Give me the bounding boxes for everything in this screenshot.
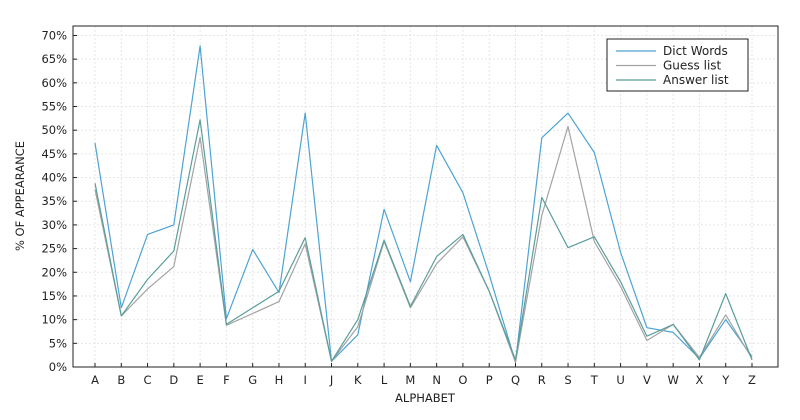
y-tick-label: 70%	[41, 28, 67, 42]
x-tick-label: S	[564, 373, 571, 387]
x-tick-label: J	[329, 373, 333, 387]
y-tick-label: 45%	[41, 147, 67, 161]
y-tick-label: 0%	[49, 360, 67, 374]
x-tick-label: P	[486, 373, 493, 387]
x-tick-label: L	[381, 373, 388, 387]
x-tick-label: Z	[748, 373, 756, 387]
x-tick-label: X	[695, 373, 703, 387]
y-tick-label: 30%	[41, 218, 67, 232]
x-tick-label: W	[667, 373, 678, 387]
legend-label: Dict Words	[663, 44, 728, 58]
x-tick-label: U	[616, 373, 624, 387]
y-tick-label: 25%	[41, 242, 67, 256]
x-tick-label: I	[304, 373, 307, 387]
x-tick-label: H	[275, 373, 284, 387]
plot-frame	[72, 25, 779, 368]
axes: 0% 5% 10% 15% 20% 25% 30% 35% 40% 45% 50% 55% 60% 65%…	[41, 28, 756, 387]
legend-label: Guess list	[663, 59, 722, 73]
y-tick-label: 50%	[41, 123, 67, 137]
x-tick-label: N	[432, 373, 441, 387]
x-axis-title: ALPHABET	[395, 391, 456, 405]
x-tick-label: D	[169, 373, 178, 387]
y-tick-label: 20%	[41, 265, 67, 279]
x-tick-label: M	[405, 373, 415, 387]
x-tick-label: R	[538, 373, 546, 387]
x-tick-label: Y	[721, 373, 730, 387]
x-tick-label: V	[643, 373, 651, 387]
y-tick-label: 40%	[41, 171, 67, 185]
y-tick-label: 55%	[41, 100, 67, 114]
y-tick-label: 5%	[49, 336, 67, 350]
y-tick-label: 65%	[41, 52, 67, 66]
x-tick-label: O	[458, 373, 467, 387]
y-tick-label: 15%	[41, 289, 67, 303]
series-line	[94, 125, 753, 363]
x-tick-label: B	[117, 373, 125, 387]
x-tick-label: F	[223, 373, 230, 387]
legend-label: Answer list	[663, 73, 729, 87]
series-lines	[94, 45, 753, 363]
y-tick-label: 60%	[41, 76, 67, 90]
x-tick-label: K	[354, 373, 362, 387]
x-tick-label: T	[590, 373, 599, 387]
y-axis-title: % OF APPEARANCE	[13, 141, 27, 251]
x-tick-label: G	[248, 373, 257, 387]
y-tick-label: 35%	[41, 194, 67, 208]
series-line	[94, 45, 753, 363]
series-line	[94, 119, 753, 362]
x-tick-label: Q	[511, 373, 520, 387]
x-tick-label: A	[91, 373, 99, 387]
x-tick-label: E	[196, 373, 203, 387]
y-tick-label: 10%	[41, 313, 67, 327]
x-tick-label: C	[144, 373, 152, 387]
